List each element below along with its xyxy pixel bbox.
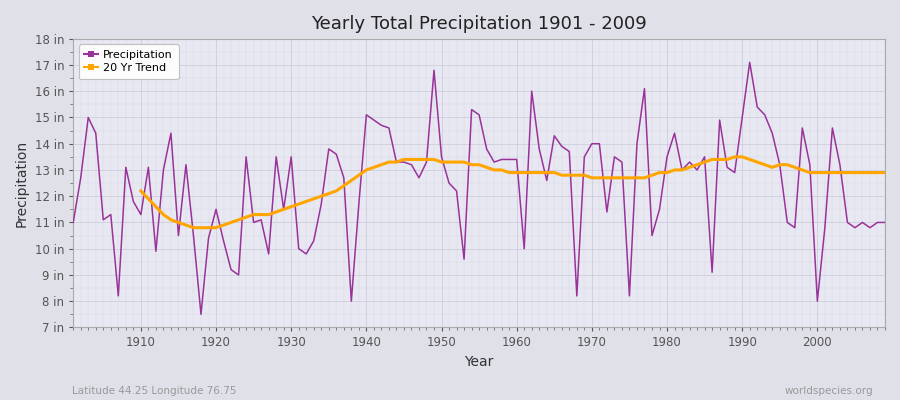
Text: Latitude 44.25 Longitude 76.75: Latitude 44.25 Longitude 76.75 [72,386,237,396]
Legend: Precipitation, 20 Yr Trend: Precipitation, 20 Yr Trend [79,44,178,79]
Text: worldspecies.org: worldspecies.org [785,386,873,396]
Title: Yearly Total Precipitation 1901 - 2009: Yearly Total Precipitation 1901 - 2009 [311,15,647,33]
Y-axis label: Precipitation: Precipitation [15,140,29,227]
X-axis label: Year: Year [464,355,494,369]
